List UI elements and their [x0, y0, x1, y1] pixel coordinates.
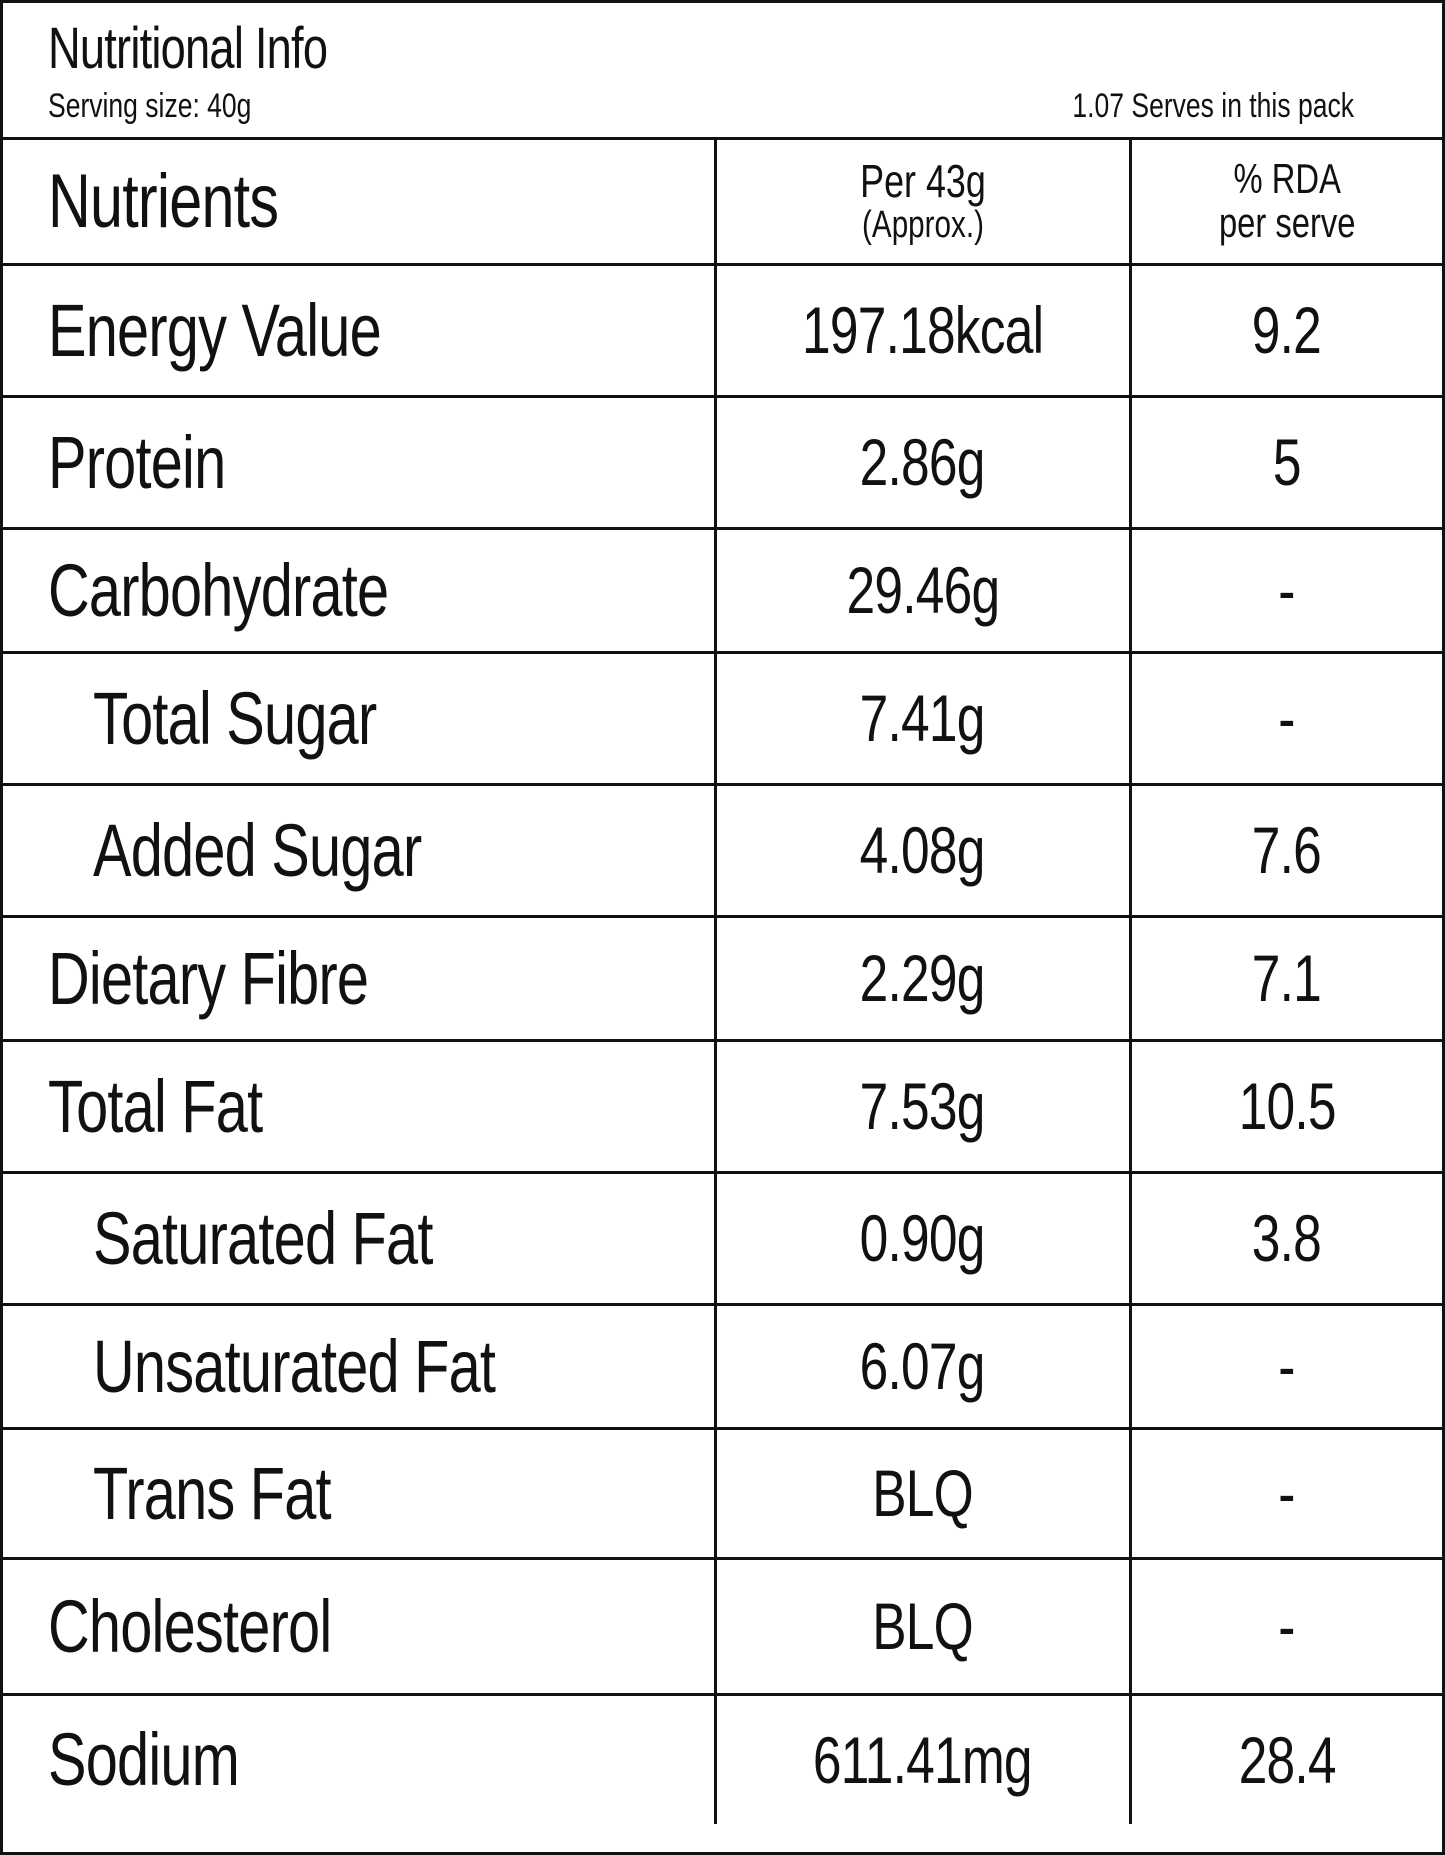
table-row: Energy Value 197.18kcal 9.2 — [3, 264, 1442, 398]
nutrient-name: Sodium — [48, 1718, 240, 1802]
nutrient-rda: - — [1128, 1558, 1442, 1696]
nutrition-table: Nutrients Per 43g (Approx.) % RDA per se… — [3, 140, 1442, 1824]
nutrient-amount: 2.29g — [713, 916, 1130, 1042]
nutrient-amount: 197.18kcal — [713, 264, 1130, 398]
nutrient-rda: - — [1128, 652, 1442, 786]
nutrient-amount: BLQ — [713, 1558, 1130, 1696]
nutrient-amount: BLQ — [713, 1428, 1130, 1560]
nutrient-amount: 4.08g — [713, 784, 1130, 918]
nutrients-column-header: Nutrients — [3, 140, 715, 266]
nutrient-rda: 3.8 — [1128, 1172, 1442, 1306]
nutrient-name: Unsaturated Fat — [3, 1304, 715, 1430]
nutrient-name: Trans Fat — [3, 1428, 715, 1560]
table-row: Cholesterol BLQ - — [3, 1558, 1442, 1696]
nutrient-name: Carbohydrate — [3, 528, 715, 654]
nutrient-rda: 7.1 — [1128, 916, 1442, 1042]
nutrient-name: Protein — [3, 396, 715, 530]
nutrient-rda: - — [1128, 528, 1442, 654]
rda-header-line1: % RDA — [1233, 155, 1341, 203]
nutrient-amount: 611.41mg — [713, 1694, 1130, 1824]
nutrient-amount: 2.86g — [713, 396, 1130, 530]
label-title: Nutritional Info — [48, 16, 328, 81]
nutrient-name: Dietary Fibre — [3, 916, 715, 1042]
per-header-line1: Per 43g — [859, 155, 986, 208]
nutrient-amount: 6.07g — [713, 1304, 1130, 1430]
table-row: Sodium 611.41mg 28.4 — [3, 1694, 1442, 1824]
table-row: Added Sugar 4.08g 7.6 — [3, 784, 1442, 918]
table-row: Trans Fat BLQ - — [3, 1428, 1442, 1560]
nutrient-rda: 9.2 — [1128, 264, 1442, 398]
nutrient-name: Added Sugar — [3, 784, 715, 918]
rda-column-header: % RDA per serve — [1128, 140, 1442, 266]
table-header-row: Nutrients Per 43g (Approx.) % RDA per se… — [3, 140, 1442, 266]
nutrient-amount: 7.53g — [713, 1040, 1130, 1174]
per-header-line2: (Approx.) — [861, 204, 984, 247]
table-row: Carbohydrate 29.46g - — [3, 528, 1442, 654]
nutrient-name: Saturated Fat — [3, 1172, 715, 1306]
per-column-header: Per 43g (Approx.) — [713, 140, 1130, 266]
serving-size: Serving size: 40g — [48, 87, 252, 125]
table-row: Total Fat 7.53g 10.5 — [3, 1040, 1442, 1174]
nutrient-name: Total Fat — [3, 1040, 715, 1174]
nutrient-rda: 5 — [1128, 396, 1442, 530]
table-row: Total Sugar 7.41g - — [3, 652, 1442, 786]
table-row: Saturated Fat 0.90g 3.8 — [3, 1172, 1442, 1306]
nutrient-name: Total Sugar — [3, 652, 715, 786]
nutrient-rda: 28.4 — [1128, 1694, 1442, 1824]
nutrient-rda: 10.5 — [1128, 1040, 1442, 1174]
nutrient-amount: 7.41g — [713, 652, 1130, 786]
nutrient-rda: - — [1128, 1428, 1442, 1560]
table-row: Unsaturated Fat 6.07g - — [3, 1304, 1442, 1430]
table-row: Protein 2.86g 5 — [3, 396, 1442, 530]
label-header: Nutritional Info Serving size: 40g 1.07 … — [3, 3, 1442, 140]
nutrient-amount: 29.46g — [713, 528, 1130, 654]
nutrient-name: Energy Value — [3, 264, 715, 398]
table-row: Dietary Fibre 2.29g 7.1 — [3, 916, 1442, 1042]
serves-per-pack: 1.07 Serves in this pack — [1072, 87, 1354, 125]
nutrient-rda: 7.6 — [1128, 784, 1442, 918]
nutrient-name: Cholesterol — [3, 1558, 715, 1696]
nutrient-amount: 0.90g — [713, 1172, 1130, 1306]
nutrient-rda: - — [1128, 1304, 1442, 1430]
rda-header-line2: per serve — [1218, 199, 1356, 247]
